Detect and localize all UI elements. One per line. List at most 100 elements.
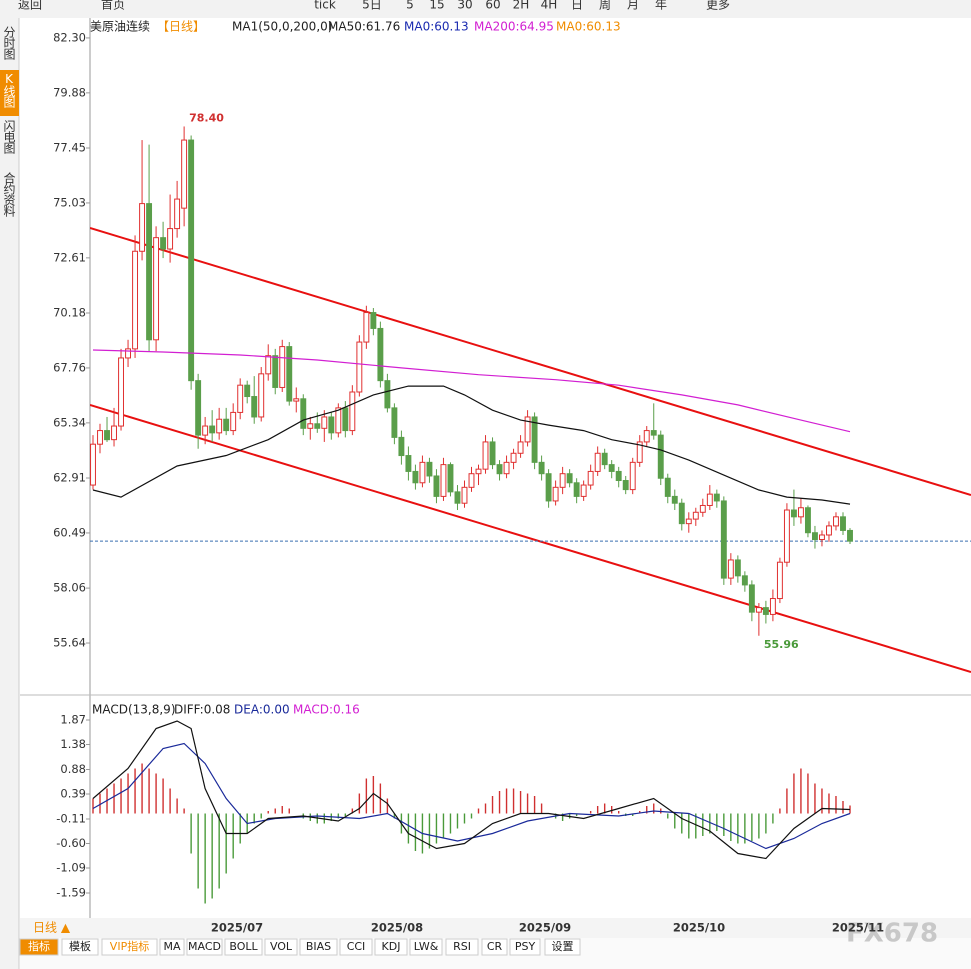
candle-body [279,346,286,388]
macd-tick-label: -0.60 [56,836,86,850]
legend-ma50: MA50:61.76 [328,20,400,34]
toolbar-button[interactable]: 4H [541,0,558,12]
tab-bg[interactable] [544,938,581,956]
candle-body [741,575,748,586]
y-tick-label: 75.03 [53,195,86,209]
toolbar-button[interactable]: 周 [599,0,611,12]
candle-body [503,461,510,475]
tab[interactable]: RSI [453,940,471,953]
candle-body [797,507,804,518]
candle-body [118,357,124,427]
toolbar-button[interactable]: 返回 [18,0,42,12]
candle-body [762,607,769,615]
tab-bg[interactable] [61,938,99,956]
candle-body [847,529,853,542]
candle-body [321,416,328,429]
toolbar-button[interactable]: 15 [429,0,444,12]
sidebar-tab[interactable]: K线图 [2,72,16,108]
candle-body [90,443,96,486]
x-tick-label: 2025/09 [519,921,571,935]
toolbar-button[interactable]: 月 [627,0,639,12]
toolbar-button[interactable]: 更多 [706,0,730,12]
candle-body [349,391,356,432]
tab[interactable]: 模板 [69,939,91,953]
dea-line [92,742,851,850]
candle-body [643,430,650,443]
candle-body [307,423,314,429]
macd-tick-label: 1.38 [60,737,86,751]
candle-body [833,516,839,527]
candle-body [188,139,195,382]
sidebar-tab[interactable]: 分时图 [2,26,16,60]
candle-body [812,532,818,541]
tab[interactable]: BOLL [229,940,258,953]
tab[interactable]: MACD [188,940,221,953]
toolbar-button[interactable]: 日 [571,0,583,12]
legend-macd: MACD:0.16 [293,703,360,717]
tab-bg[interactable] [101,938,158,956]
tab-bg[interactable] [159,938,185,956]
macd-tick-label: -1.09 [56,861,86,875]
candle-body [216,418,223,434]
tab-bg[interactable] [481,938,508,956]
y-tick-label: 77.45 [53,141,86,155]
tab[interactable]: VOL [270,940,293,953]
sidebar-tab[interactable]: 闪电图 [2,120,16,154]
toolbar-button[interactable]: 60 [485,0,500,12]
tab-bg[interactable] [509,938,541,956]
toolbar-button[interactable]: 首页 [101,0,125,12]
candle-body [167,228,174,250]
candle-body [398,436,405,457]
tab[interactable]: 设置 [552,940,574,953]
tab-bg[interactable] [19,938,59,956]
indicator-label: MA1(50,0,200,0) [232,20,332,34]
sidebar-active [0,70,19,116]
candle-body [706,493,713,506]
tab[interactable]: LW& [414,940,439,953]
candle-body [580,484,587,497]
candle-body [699,504,706,513]
sidebar-tab[interactable]: 合约资料 [2,171,16,217]
candle-body [587,470,594,486]
candle-body [335,407,342,434]
tab[interactable]: CR [487,940,503,953]
candle-body [475,468,482,475]
candle-body [209,425,216,434]
candle-body [237,384,244,413]
candle-body [174,198,181,230]
tab-bg[interactable] [374,938,408,956]
tab[interactable]: VIP指标 [110,939,149,953]
candle-body [748,584,755,613]
tab[interactable]: CCI [347,940,366,953]
tab-bg[interactable] [299,938,338,956]
tab-bg[interactable] [264,938,298,956]
macd-title: MACD(13,8,9) [92,703,176,717]
tab-bg[interactable] [409,938,443,956]
diff-line [92,720,851,860]
tab-bg[interactable] [186,938,223,956]
tab[interactable]: MA [163,940,180,953]
tab-bg[interactable] [224,938,263,956]
toolbar-button[interactable]: tick [314,0,336,12]
candle-body [251,396,258,418]
macd-tick-label: 0.39 [60,787,86,801]
y-tick-label: 58.06 [53,581,86,595]
toolbar-button[interactable]: 30 [457,0,472,12]
tab[interactable]: KDJ [382,940,401,953]
candle-body [804,507,811,534]
toolbar-button[interactable]: 5 [406,0,414,12]
legend-ma0: MA0:60.13 [404,20,469,34]
tab[interactable]: 指标 [28,939,50,953]
toolbar-button[interactable]: 5日 [362,0,382,12]
toolbar-button[interactable]: 2H [513,0,530,12]
candle-body [790,509,797,518]
tab-bg[interactable] [445,938,479,956]
tab[interactable]: PSY [515,940,536,953]
candle-body [545,473,552,502]
toolbar-button[interactable]: 年 [655,0,667,12]
tab[interactable]: BIAS [306,940,331,953]
y-tick-label: 67.76 [53,360,86,374]
period-button[interactable]: 日线 ▲ [33,921,71,935]
tab-bg[interactable] [339,938,373,956]
